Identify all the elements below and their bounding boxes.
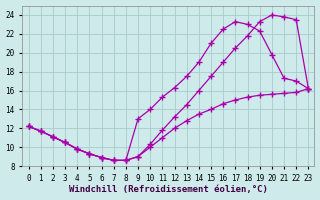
X-axis label: Windchill (Refroidissement éolien,°C): Windchill (Refroidissement éolien,°C) — [69, 185, 268, 194]
